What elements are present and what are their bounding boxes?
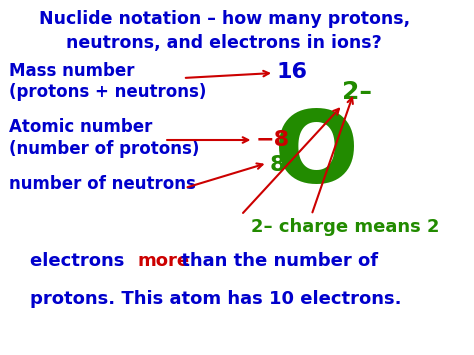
Text: number of neutrons: number of neutrons — [9, 175, 196, 193]
Text: Atomic number: Atomic number — [9, 118, 153, 136]
Text: (number of protons): (number of protons) — [9, 140, 200, 158]
Text: more: more — [138, 252, 190, 270]
Text: −8: −8 — [255, 130, 289, 150]
Text: 2– charge means 2: 2– charge means 2 — [251, 218, 439, 236]
Text: 8: 8 — [269, 155, 285, 175]
Text: than the number of: than the number of — [175, 252, 379, 270]
Text: (protons + neutrons): (protons + neutrons) — [9, 83, 207, 101]
Text: electrons: electrons — [30, 252, 131, 270]
Text: protons. This atom has 10 electrons.: protons. This atom has 10 electrons. — [30, 290, 401, 308]
Text: Mass number: Mass number — [9, 62, 135, 80]
Text: 2–: 2– — [342, 80, 373, 104]
Text: Nuclide notation – how many protons,: Nuclide notation – how many protons, — [39, 10, 410, 28]
Text: O: O — [273, 106, 359, 203]
Text: neutrons, and electrons in ions?: neutrons, and electrons in ions? — [66, 34, 382, 52]
Text: 16: 16 — [277, 62, 308, 82]
